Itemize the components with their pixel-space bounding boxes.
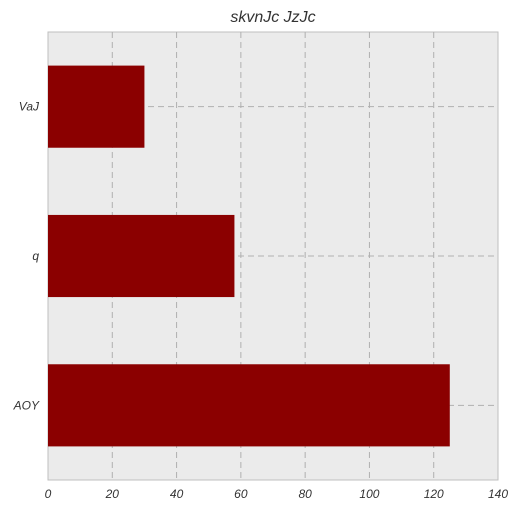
y-tick-label: q xyxy=(32,249,39,263)
y-axis-categories: VaJ q AOY xyxy=(13,100,40,413)
chart-title: skvnJc JzJc xyxy=(230,9,315,26)
bars xyxy=(48,65,450,447)
x-tick-label: 140 xyxy=(488,487,508,501)
x-tick-label: 60 xyxy=(234,487,248,501)
x-tick-label: 0 xyxy=(45,487,52,501)
y-tick-label: AOY xyxy=(13,398,40,412)
x-tick-label: 80 xyxy=(298,487,312,501)
bar-AOY xyxy=(48,364,450,447)
bar-q xyxy=(48,214,235,298)
y-tick-label: VaJ xyxy=(19,100,40,114)
x-axis-ticks: 0 20 40 60 80 100 120 140 xyxy=(45,487,509,501)
bar-VaJ xyxy=(48,65,145,148)
x-tick-label: 120 xyxy=(424,487,444,501)
x-tick-label: 100 xyxy=(359,487,379,501)
x-tick-label: 40 xyxy=(170,487,184,501)
x-tick-label: 20 xyxy=(105,487,120,501)
